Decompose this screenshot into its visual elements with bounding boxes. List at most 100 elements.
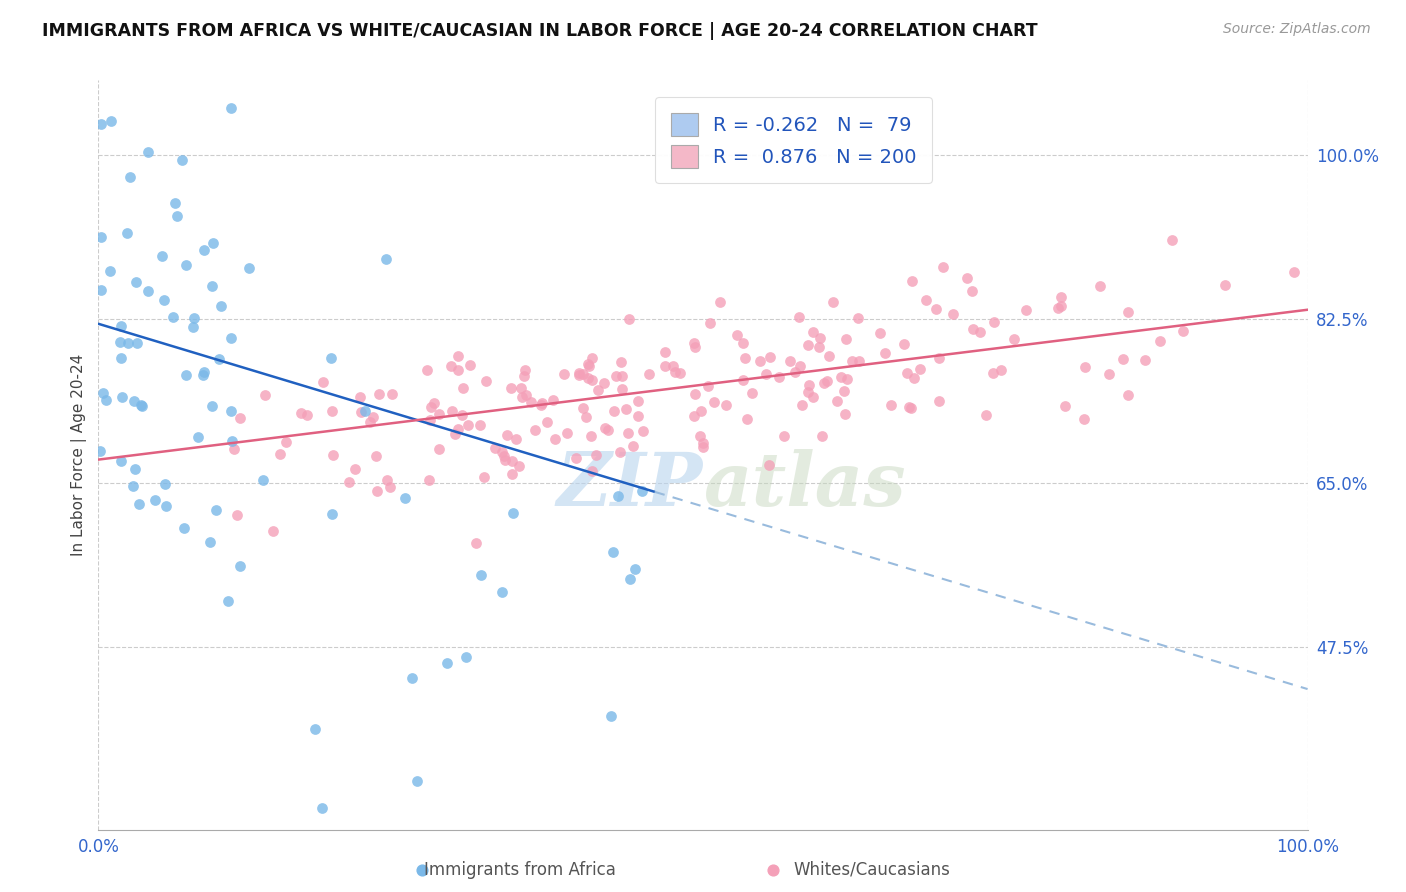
Point bbox=[499, 381, 522, 395]
Point bbox=[893, 337, 915, 351]
Point bbox=[510, 390, 533, 404]
Point bbox=[494, 452, 516, 467]
Point bbox=[124, 462, 146, 476]
Point bbox=[411, 863, 433, 877]
Point bbox=[758, 351, 780, 365]
Point bbox=[354, 403, 377, 417]
Point bbox=[418, 473, 440, 487]
Point bbox=[621, 439, 644, 453]
Point bbox=[311, 375, 333, 389]
Point bbox=[983, 315, 1005, 329]
Point bbox=[117, 335, 139, 350]
Point bbox=[1053, 399, 1076, 413]
Point bbox=[162, 310, 184, 325]
Point bbox=[222, 442, 245, 456]
Point bbox=[217, 594, 239, 608]
Point bbox=[238, 260, 260, 275]
Point bbox=[1135, 353, 1157, 368]
Point bbox=[772, 428, 794, 442]
Point bbox=[187, 430, 209, 444]
Point bbox=[444, 427, 467, 442]
Point bbox=[254, 388, 277, 402]
Point bbox=[689, 428, 711, 442]
Point bbox=[790, 398, 813, 412]
Point bbox=[555, 425, 578, 440]
Point bbox=[846, 310, 869, 325]
Point bbox=[359, 416, 381, 430]
Point bbox=[898, 401, 921, 415]
Point bbox=[536, 415, 558, 429]
Point bbox=[380, 480, 402, 494]
Point bbox=[835, 332, 858, 346]
Point bbox=[602, 545, 624, 559]
Point bbox=[153, 477, 176, 491]
Point bbox=[176, 368, 198, 383]
Point bbox=[198, 535, 221, 549]
Point bbox=[571, 401, 593, 415]
Point bbox=[125, 275, 148, 289]
Point bbox=[801, 390, 824, 404]
Point bbox=[381, 386, 404, 401]
Point bbox=[153, 293, 176, 307]
Point bbox=[901, 274, 924, 288]
Point bbox=[755, 367, 778, 381]
Point bbox=[319, 351, 342, 365]
Point bbox=[741, 385, 763, 400]
Point bbox=[818, 349, 841, 363]
Point bbox=[472, 470, 495, 484]
Point bbox=[869, 326, 891, 340]
Point bbox=[553, 367, 575, 381]
Point bbox=[1049, 299, 1071, 313]
Point bbox=[768, 370, 790, 384]
Point bbox=[568, 366, 591, 380]
Point bbox=[121, 479, 143, 493]
Point bbox=[627, 409, 650, 423]
Point bbox=[290, 406, 312, 420]
Point bbox=[262, 524, 284, 538]
Point bbox=[683, 336, 706, 351]
Point bbox=[1116, 388, 1139, 402]
Point bbox=[530, 396, 553, 410]
Point bbox=[799, 377, 821, 392]
Point bbox=[787, 310, 810, 324]
Point bbox=[193, 244, 215, 258]
Point bbox=[610, 382, 633, 396]
Point bbox=[470, 417, 492, 432]
Point bbox=[610, 354, 633, 368]
Point bbox=[91, 386, 114, 401]
Point bbox=[568, 368, 591, 382]
Point bbox=[1046, 301, 1069, 316]
Point bbox=[603, 404, 626, 418]
Point bbox=[796, 338, 818, 352]
Point bbox=[523, 423, 546, 437]
Point bbox=[193, 365, 215, 379]
Point bbox=[928, 393, 950, 408]
Point bbox=[136, 145, 159, 160]
Point bbox=[100, 114, 122, 128]
Point bbox=[170, 153, 193, 168]
Point bbox=[129, 398, 152, 412]
Point bbox=[896, 367, 918, 381]
Point bbox=[429, 407, 451, 421]
Point bbox=[689, 403, 711, 417]
Point bbox=[692, 440, 714, 454]
Point bbox=[191, 368, 214, 382]
Point bbox=[714, 398, 737, 412]
Point bbox=[90, 117, 112, 131]
Point bbox=[505, 432, 527, 446]
Point bbox=[668, 366, 690, 380]
Point bbox=[709, 294, 731, 309]
Point bbox=[762, 863, 785, 877]
Point bbox=[337, 475, 360, 490]
Point bbox=[131, 399, 153, 413]
Point bbox=[1112, 351, 1135, 366]
Point bbox=[415, 362, 437, 376]
Point bbox=[364, 450, 387, 464]
Text: Immigrants from Africa: Immigrants from Africa bbox=[425, 861, 616, 879]
Point bbox=[520, 395, 543, 409]
Point bbox=[122, 393, 145, 408]
Point bbox=[127, 336, 149, 351]
Point bbox=[110, 351, 132, 365]
Point bbox=[219, 101, 242, 115]
Point bbox=[606, 489, 628, 503]
